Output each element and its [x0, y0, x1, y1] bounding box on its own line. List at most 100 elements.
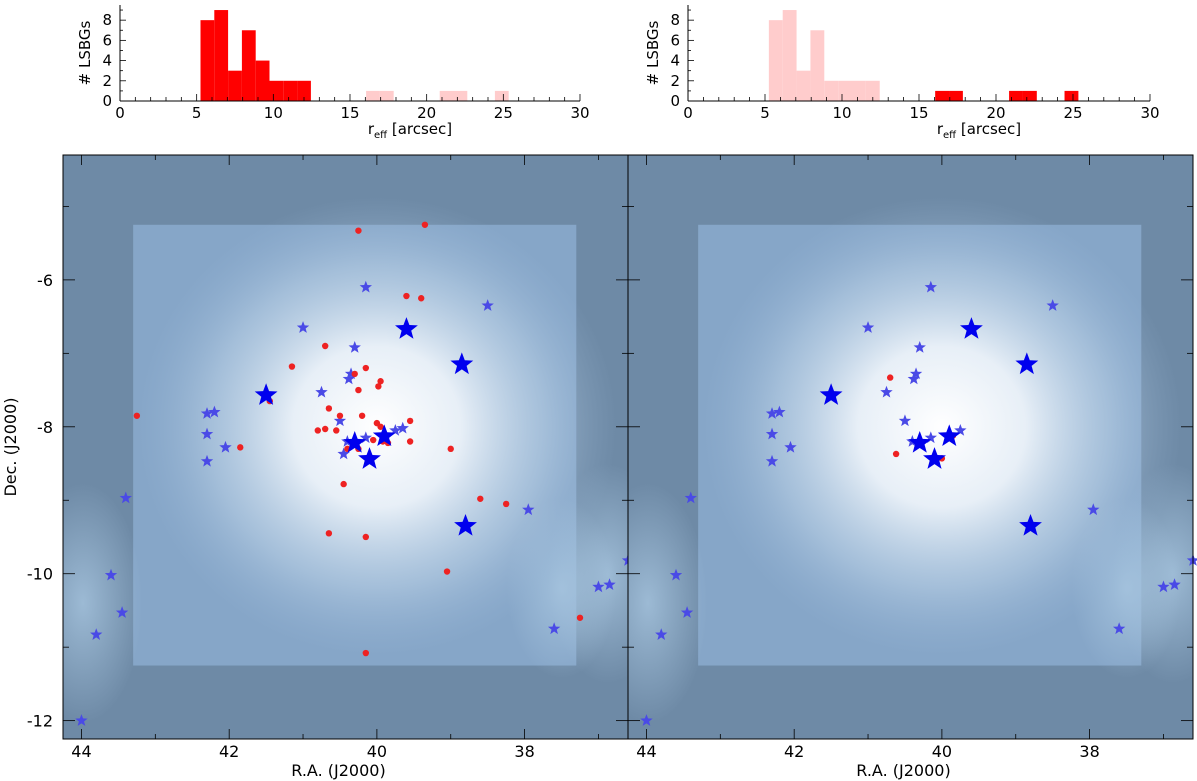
galaxy-star-small: [907, 372, 921, 385]
histogram-bar: [782, 10, 797, 102]
galaxy-star-small: [1186, 553, 1197, 566]
lsbg-point: [314, 427, 322, 434]
galaxy-star-small: [359, 280, 372, 293]
y-tick-label: 4: [102, 52, 112, 70]
group-star-large: [343, 430, 367, 453]
x-tick-label: 15: [340, 104, 359, 122]
galaxy-star-small: [359, 431, 372, 444]
histogram-bar: [1009, 90, 1023, 101]
edge-glow: [628, 483, 708, 724]
galaxy-star-small: [296, 321, 310, 333]
lsbg-point: [369, 436, 377, 444]
histogram-bar: [439, 90, 454, 101]
x-axis-label-main: r: [368, 120, 375, 138]
histogram-bar: [838, 80, 853, 101]
histogram-bar: [255, 60, 270, 101]
galaxy-star-small: [765, 427, 779, 440]
lsbg-point: [288, 363, 296, 370]
lsbg-point: [358, 412, 366, 419]
x-tick-label: 25: [494, 104, 513, 122]
galaxy-star-small: [765, 454, 779, 467]
group-star-large: [819, 383, 843, 405]
x-tick-label: 20: [986, 104, 1005, 122]
histogram-bar: [1022, 90, 1037, 101]
galaxy-star-small: [861, 321, 875, 333]
x-tick-label: 5: [760, 104, 770, 122]
lsbg-point: [237, 444, 244, 451]
galaxy-star-small: [1087, 503, 1100, 516]
galaxy-star-small: [784, 440, 797, 453]
galaxy-star-small: [640, 714, 653, 726]
cluster-core-glow: [701, 196, 1182, 657]
y-tick-label: 2: [102, 72, 112, 90]
group-star-large: [395, 317, 418, 339]
x-axis-label-subscript: eff: [943, 130, 957, 141]
lsbg-point: [477, 495, 484, 502]
galaxy-star-small: [680, 606, 694, 618]
y-tick-label: 8: [670, 11, 680, 29]
lsbg-point: [377, 423, 384, 430]
galaxy-star-small: [389, 423, 402, 436]
x-axis-label: R.A. (J2000): [291, 761, 385, 780]
galaxy-star-small: [898, 414, 912, 427]
x-tick-label: 25: [1063, 104, 1082, 122]
galaxy-star-small: [342, 372, 356, 385]
lsbg-point: [377, 378, 384, 385]
galaxy-star-small: [773, 405, 786, 418]
x-tick-label: 42: [219, 742, 239, 761]
galaxy-star-small: [603, 578, 616, 590]
histogram-bar: [796, 70, 811, 101]
galaxy-star-small: [669, 568, 683, 581]
galaxy-star-small: [315, 385, 328, 398]
group-star-large: [454, 513, 477, 536]
lsbg-point: [340, 480, 347, 488]
galaxy-star-small: [547, 622, 561, 635]
x-axis-label-unit: [arcsec]: [387, 120, 452, 138]
galaxy-star-small: [200, 454, 214, 467]
x-tick-label: 42: [784, 742, 804, 761]
x-axis-label-subscript: eff: [374, 130, 388, 141]
galaxy-star-small: [924, 431, 937, 444]
galaxy-star-small: [396, 421, 409, 434]
histogram-bar: [228, 70, 242, 101]
group-star-large: [937, 424, 961, 447]
galaxy-star-small: [200, 427, 214, 440]
galaxy-star-small: [104, 568, 118, 581]
map-background: [63, 155, 628, 739]
galaxy-star-small: [344, 367, 358, 380]
lsbg-point: [362, 364, 370, 372]
lsbg-point: [892, 450, 900, 458]
galaxy-star-small: [481, 299, 494, 311]
galaxy-star-small: [1168, 578, 1181, 590]
galaxy-star-small: [119, 491, 132, 504]
lsbg-point: [362, 649, 370, 657]
lsbg-point: [375, 383, 382, 390]
x-tick-label: 0: [683, 104, 693, 122]
histogram-bar: [453, 90, 468, 101]
lsbg-point: [325, 405, 333, 412]
lsbg-point: [336, 412, 344, 419]
x-tick-label: 38: [514, 742, 534, 761]
x-tick-label: 10: [264, 104, 283, 122]
galaxy-star-small: [200, 407, 214, 419]
x-tick-label: 0: [115, 104, 125, 122]
galaxy-star-small: [684, 491, 697, 504]
x-tick-label: 38: [1079, 742, 1099, 761]
sky-map-2: 44 42 40 38 R.A. (J2000): [627, 154, 1197, 780]
galaxy-star-small: [765, 407, 779, 419]
map-background: [628, 155, 1193, 739]
y-tick-label: 2: [670, 72, 680, 90]
x-tick-label: 44: [71, 742, 91, 761]
y-tick-label: 6: [102, 31, 112, 49]
histogram-bar: [283, 80, 298, 101]
lsbg-point: [355, 227, 362, 234]
y-tick-label: 6: [670, 31, 680, 49]
histogram-bar: [768, 20, 783, 101]
histogram-bar: [214, 10, 229, 102]
lsbg-point: [351, 370, 358, 378]
histogram-bar: [379, 90, 394, 101]
lsbg-point: [886, 374, 894, 381]
histogram-bar: [1064, 90, 1079, 101]
galaxy-star-small: [208, 405, 221, 418]
